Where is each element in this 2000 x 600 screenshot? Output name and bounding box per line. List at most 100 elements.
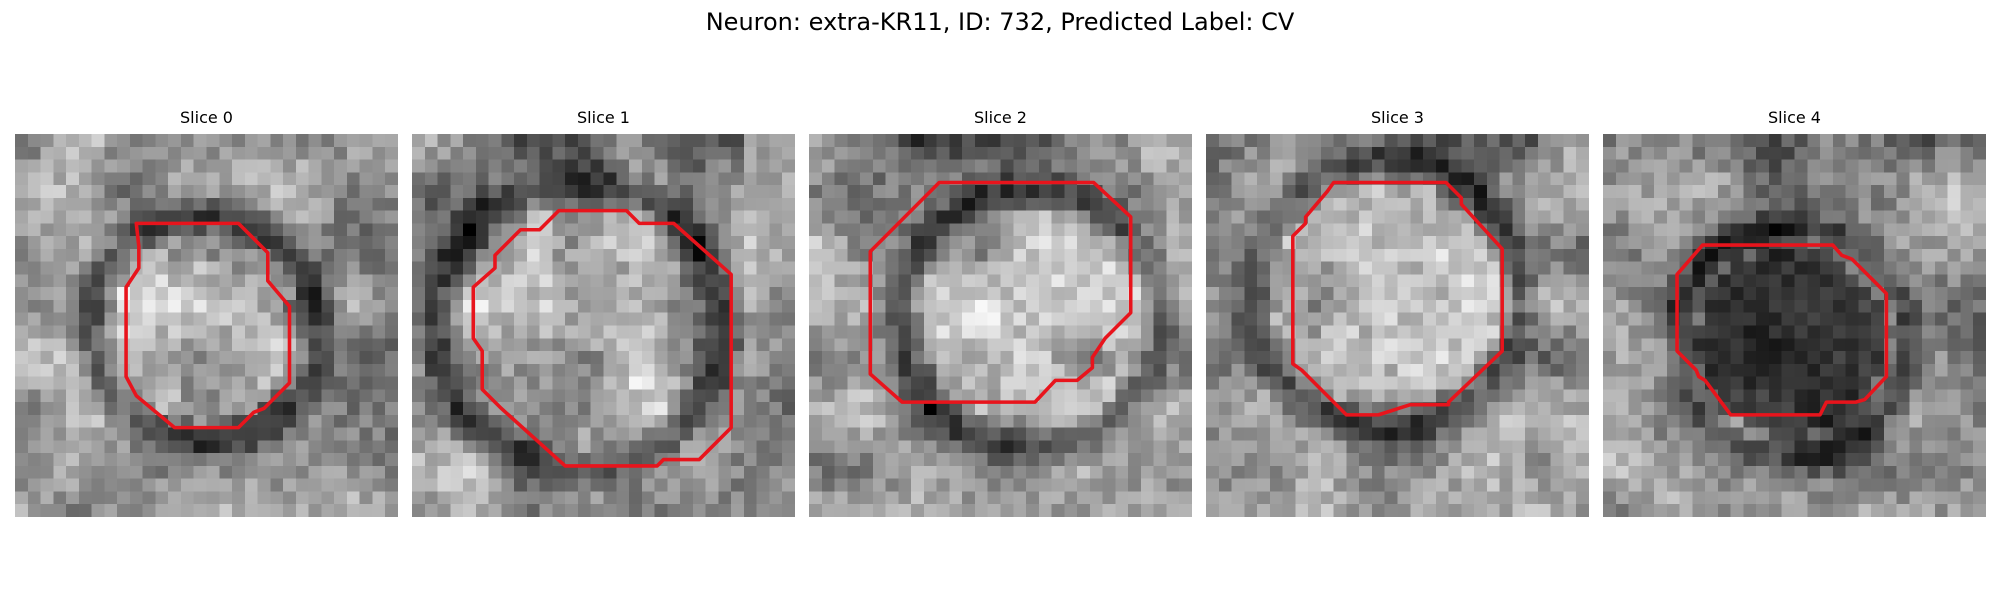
pixel [1346,465,1360,479]
pixel [923,210,937,224]
pixel [1896,338,1910,352]
pixel [692,427,706,441]
pixel [359,261,373,275]
pixel [1654,325,1668,339]
pixel [692,402,706,416]
pixel [1410,159,1424,173]
pixel [206,299,220,313]
pixel [514,274,528,288]
pixel [27,351,41,365]
pixel [1845,312,1859,326]
pixel [680,414,694,428]
pixel [731,414,745,428]
pixel [1705,402,1719,416]
pixel [424,172,438,186]
pixel [1858,223,1872,237]
pixel [1512,287,1526,301]
pixel [1641,491,1655,505]
pixel [66,236,80,250]
pixel [1000,402,1014,416]
pixel [936,159,950,173]
pixel [412,159,426,173]
pixel [654,389,668,403]
pixel [526,363,540,377]
pixel [1295,376,1309,390]
pixel [359,363,373,377]
pixel [1371,351,1385,365]
pixel [1089,236,1103,250]
pixel [1499,210,1513,224]
pixel [885,185,899,199]
pixel [590,312,604,326]
pixel [1871,465,1885,479]
pixel [501,465,515,479]
pixel [1295,274,1309,288]
pixel [1308,453,1322,467]
pixel [180,363,194,377]
pixel [308,363,322,377]
pixel [1179,325,1192,339]
pixel [321,210,335,224]
pixel [552,223,566,237]
pixel [1603,402,1617,416]
pixel [1807,338,1821,352]
pixel [1308,338,1322,352]
pixel [1218,478,1232,492]
pixel [539,414,553,428]
pixel [1820,172,1834,186]
pixel [1576,134,1589,148]
pixel [1206,427,1220,441]
pixel [539,427,553,441]
pixel [1064,414,1078,428]
pixel [27,146,41,160]
pixel [1038,248,1052,262]
pixel [321,325,335,339]
pixel [1102,146,1116,160]
pixel [117,146,131,160]
pixel [1371,325,1385,339]
pixel [1550,287,1564,301]
pixel [1730,146,1744,160]
pixel [232,453,246,467]
pixel [334,427,348,441]
pixel [577,274,591,288]
pixel [1717,261,1731,275]
pixel [1128,440,1142,454]
pixel [1615,312,1629,326]
pixel [257,299,271,313]
pixel [1666,172,1680,186]
pixel [1371,478,1385,492]
pixel [577,504,591,517]
pixel [834,274,848,288]
pixel [1705,134,1719,148]
pixel [270,236,284,250]
pixel [641,440,655,454]
pixel [743,351,757,365]
pixel [321,159,335,173]
pixel [1308,478,1322,492]
pixel [78,299,92,313]
pixel [1641,299,1655,313]
pixel [590,427,604,441]
pixel [949,287,963,301]
pixel [1679,197,1693,211]
pixel [424,427,438,441]
pixel [117,236,131,250]
pixel [1166,325,1180,339]
pixel [911,478,925,492]
pixel [91,465,105,479]
pixel [1435,146,1449,160]
pixel [346,376,360,390]
pixel [1781,312,1795,326]
pixel [1448,312,1462,326]
pixel [1525,159,1539,173]
pixel [1166,299,1180,313]
pixel [1960,159,1974,173]
pixel [1499,491,1513,505]
pixel [962,465,976,479]
pixel [15,414,29,428]
pixel [91,491,105,505]
pixel [463,197,477,211]
pixel [155,453,169,467]
pixel [104,427,118,441]
